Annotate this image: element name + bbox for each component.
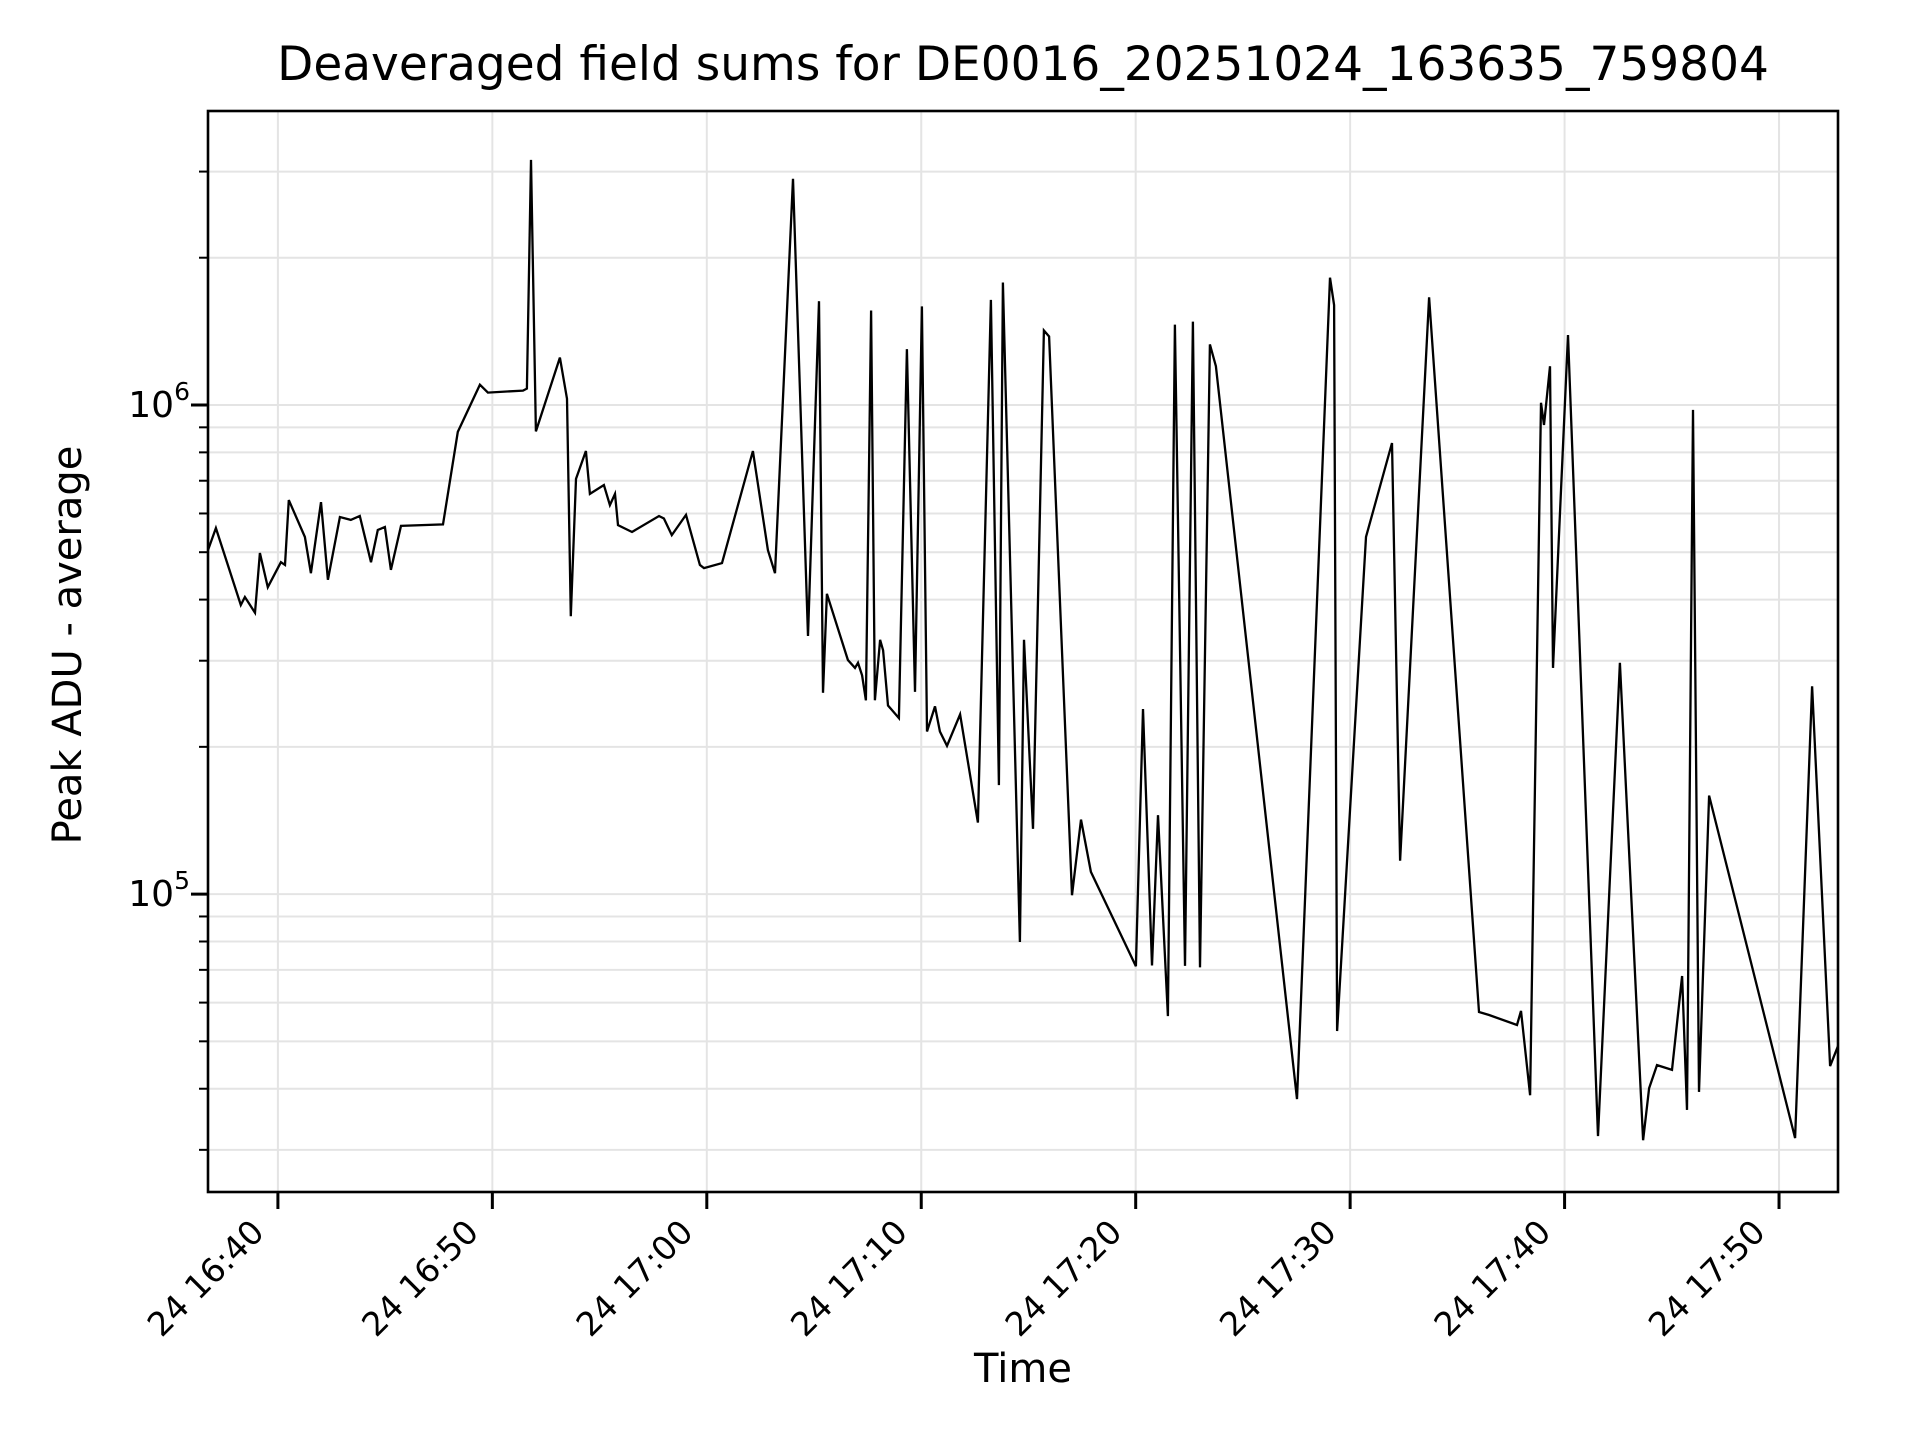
x-axis-label: Time — [974, 1346, 1072, 1392]
x-tick-label: 24 16:40 — [140, 1212, 272, 1344]
y-tick-label: 106 — [128, 377, 190, 426]
x-tick-label: 24 17:50 — [1641, 1212, 1773, 1344]
x-tick-label: 24 17:40 — [1426, 1212, 1558, 1344]
x-tick-label: 24 17:20 — [997, 1212, 1129, 1344]
x-tick-label: 24 17:30 — [1212, 1212, 1344, 1344]
x-tick-label: 24 17:10 — [783, 1212, 915, 1344]
chart-title: Deaveraged field sums for DE0016_2025102… — [277, 37, 1769, 92]
x-tick-label: 24 16:50 — [354, 1212, 486, 1344]
x-tick-label: 24 17:00 — [569, 1212, 701, 1344]
plot-frame — [206, 109, 1840, 1194]
data-line — [208, 159, 1838, 1141]
y-tick-label: 105 — [128, 866, 190, 915]
